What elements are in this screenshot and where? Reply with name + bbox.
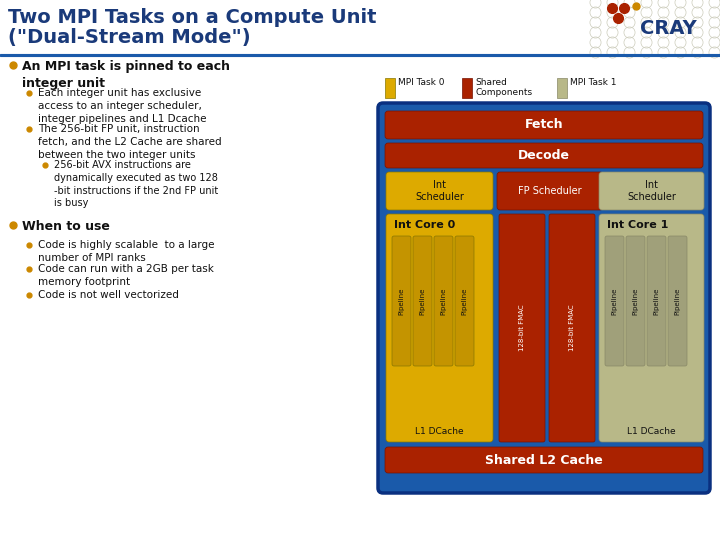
- Text: Pipeline: Pipeline: [611, 287, 618, 315]
- FancyBboxPatch shape: [413, 236, 432, 366]
- Text: 128-bit FMAC: 128-bit FMAC: [569, 305, 575, 352]
- Text: L1 DCache: L1 DCache: [415, 428, 464, 436]
- Text: Int Core 0: Int Core 0: [394, 220, 455, 230]
- Text: Pipeline: Pipeline: [420, 287, 426, 315]
- Text: Pipeline: Pipeline: [675, 287, 680, 315]
- Text: Int
Scheduler: Int Scheduler: [415, 180, 464, 202]
- Text: MPI Task 1: MPI Task 1: [570, 78, 616, 87]
- Text: Int Core 1: Int Core 1: [607, 220, 668, 230]
- FancyBboxPatch shape: [385, 143, 703, 168]
- FancyBboxPatch shape: [647, 236, 666, 366]
- Text: Each integer unit has exclusive
access to an integer scheduler,
integer pipeline: Each integer unit has exclusive access t…: [38, 88, 207, 124]
- Bar: [0, 54, 720, 56]
- Text: Shared
Components: Shared Components: [475, 78, 532, 97]
- Text: When to use: When to use: [22, 220, 110, 233]
- Text: Shared L2 Cache: Shared L2 Cache: [485, 454, 603, 467]
- Text: The 256-bit FP unit, instruction
fetch, and the L2 Cache are shared
between the : The 256-bit FP unit, instruction fetch, …: [38, 124, 222, 160]
- Text: Pipeline: Pipeline: [654, 287, 660, 315]
- Text: FP Scheduler: FP Scheduler: [518, 186, 582, 196]
- Text: 128-bit FMAC: 128-bit FMAC: [519, 305, 525, 352]
- FancyBboxPatch shape: [434, 236, 453, 366]
- Text: Int
Scheduler: Int Scheduler: [627, 180, 676, 202]
- FancyBboxPatch shape: [668, 236, 687, 366]
- Text: An MPI task is pinned to each
integer unit: An MPI task is pinned to each integer un…: [22, 60, 230, 90]
- Bar: [462, 78, 472, 98]
- Text: Fetch: Fetch: [525, 118, 563, 132]
- FancyBboxPatch shape: [599, 172, 704, 210]
- Text: Pipeline: Pipeline: [462, 287, 467, 315]
- FancyBboxPatch shape: [499, 214, 545, 442]
- FancyBboxPatch shape: [497, 172, 603, 210]
- Text: CRAY: CRAY: [639, 18, 696, 37]
- FancyBboxPatch shape: [385, 111, 703, 139]
- FancyBboxPatch shape: [549, 214, 595, 442]
- FancyBboxPatch shape: [455, 236, 474, 366]
- Text: L1 DCache: L1 DCache: [627, 428, 676, 436]
- Text: Decode: Decode: [518, 149, 570, 162]
- Text: Code can run with a 2GB per task
memory footprint: Code can run with a 2GB per task memory …: [38, 264, 214, 287]
- FancyBboxPatch shape: [386, 172, 493, 210]
- Text: Code is highly scalable  to a large
number of MPI ranks: Code is highly scalable to a large numbe…: [38, 240, 215, 263]
- FancyBboxPatch shape: [385, 447, 703, 473]
- Text: 256-bit AVX instructions are
dynamically executed as two 128
-bit instructions i: 256-bit AVX instructions are dynamically…: [54, 160, 218, 208]
- Bar: [557, 78, 567, 98]
- FancyBboxPatch shape: [626, 236, 645, 366]
- Text: Code is not well vectorized: Code is not well vectorized: [38, 290, 179, 300]
- FancyBboxPatch shape: [386, 214, 493, 442]
- Bar: [385, 78, 395, 98]
- Text: ("Dual-Stream Mode"): ("Dual-Stream Mode"): [8, 28, 251, 47]
- Text: Pipeline: Pipeline: [441, 287, 446, 315]
- FancyBboxPatch shape: [378, 103, 710, 493]
- FancyBboxPatch shape: [392, 236, 411, 366]
- Text: Two MPI Tasks on a Compute Unit: Two MPI Tasks on a Compute Unit: [8, 8, 377, 27]
- Text: Pipeline: Pipeline: [398, 287, 405, 315]
- FancyBboxPatch shape: [599, 214, 704, 442]
- Text: Pipeline: Pipeline: [632, 287, 639, 315]
- Text: MPI Task 0: MPI Task 0: [398, 78, 444, 87]
- FancyBboxPatch shape: [605, 236, 624, 366]
